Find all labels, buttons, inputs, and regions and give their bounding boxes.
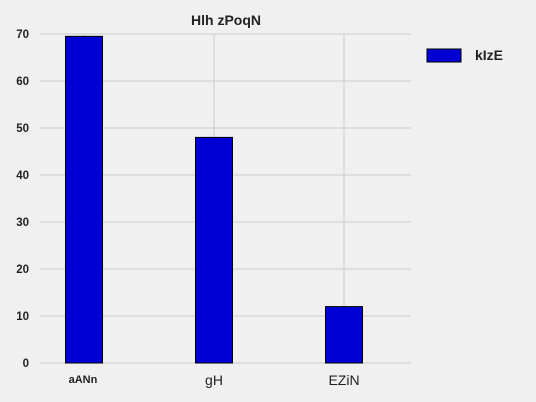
- legend: kIzE: [426, 47, 503, 63]
- legend-swatch: [426, 48, 462, 63]
- y-tick-label: 10: [16, 311, 29, 323]
- y-tick-label: 0: [23, 358, 29, 370]
- y-tick-label: 20: [16, 264, 29, 276]
- bar: [195, 136, 233, 364]
- x-tick-label: aANn: [69, 374, 98, 386]
- x-tick-label: EZiN: [328, 372, 359, 388]
- bars: [65, 35, 363, 364]
- y-tick-label: 40: [16, 170, 29, 182]
- bar: [325, 306, 363, 364]
- y-tick-label: 60: [16, 76, 29, 88]
- y-tick-label: 70: [16, 29, 29, 41]
- y-tick-label: 30: [16, 217, 29, 229]
- chart-title: Hlh zPoqN: [191, 12, 261, 28]
- y-tick-label: 50: [16, 123, 29, 135]
- y-axis-ticks: 0 10 20 30 40 50 60 70: [16, 29, 29, 370]
- x-tick-label: gH: [205, 372, 223, 388]
- legend-label: kIzE: [475, 47, 503, 63]
- x-axis-ticks: aANn gH EZiN: [69, 372, 360, 388]
- bar: [65, 35, 103, 364]
